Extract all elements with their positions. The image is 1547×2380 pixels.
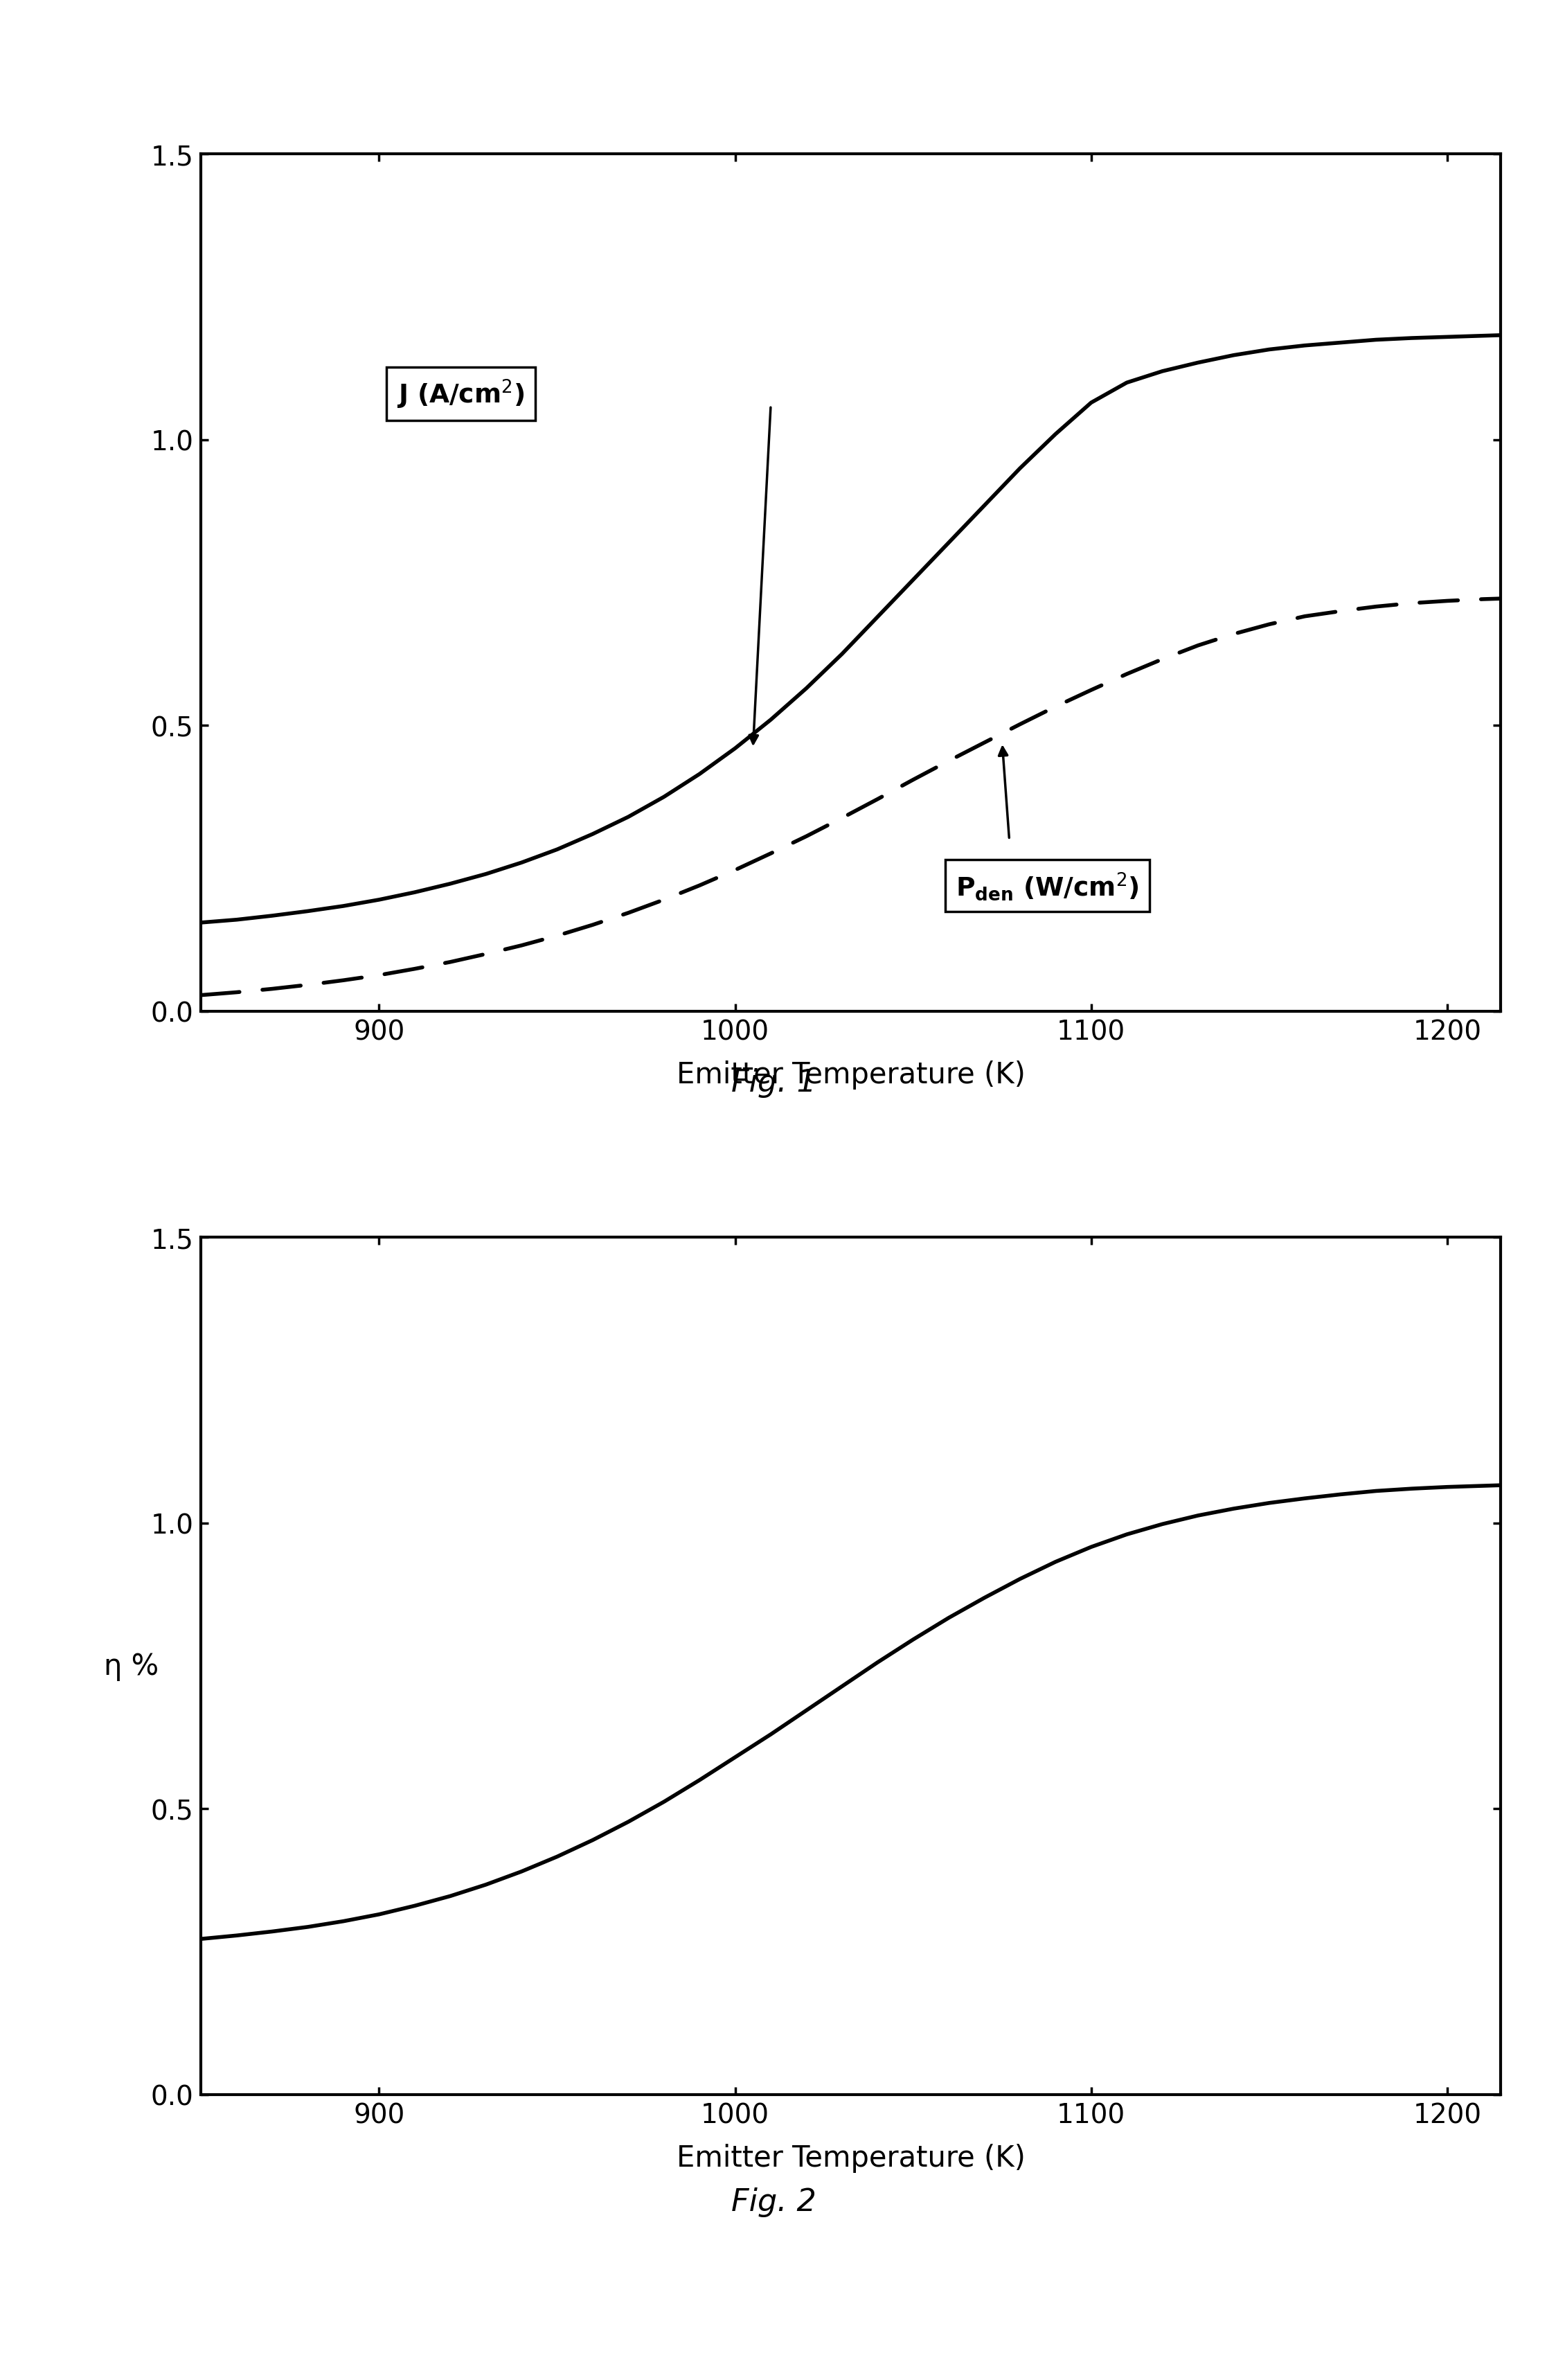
X-axis label: Emitter Temperature (K): Emitter Temperature (K) [676,2142,1026,2173]
Text: $\mathbf{P_{den}}$ (W/cm$^{2}$): $\mathbf{P_{den}}$ (W/cm$^{2}$) [956,871,1139,902]
X-axis label: Emitter Temperature (K): Emitter Temperature (K) [676,1059,1026,1090]
Text: Fig. 1: Fig. 1 [730,1069,817,1097]
Text: Fig. 2: Fig. 2 [730,2187,817,2216]
Text: $\mathbf{J}$ (A/cm$^{2}$): $\mathbf{J}$ (A/cm$^{2}$) [398,378,524,412]
Y-axis label: η %: η % [104,1652,159,1680]
